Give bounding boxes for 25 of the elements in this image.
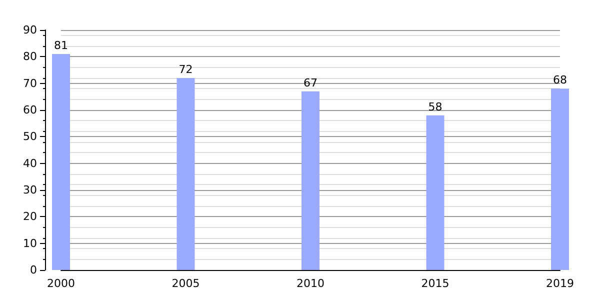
y-tick-label: 80 — [23, 50, 37, 64]
bar — [302, 91, 320, 270]
x-tick-label: 2010 — [296, 277, 324, 290]
x-tick-label: 2000 — [47, 277, 75, 290]
y-tick-label: 30 — [23, 184, 37, 196]
bar — [52, 54, 70, 270]
y-tick-label: 0 — [30, 264, 37, 276]
y-tick-label: 40 — [23, 156, 37, 170]
y-tick-label: 20 — [23, 210, 37, 224]
y-tick-label: 10 — [23, 236, 37, 250]
y-tick-label: 50 — [23, 130, 37, 144]
data-label: 68 — [553, 74, 567, 87]
y-tick-label: 60 — [23, 104, 37, 116]
x-tick-label: 2019 — [546, 277, 574, 290]
data-label: 72 — [178, 63, 193, 76]
bar — [176, 78, 195, 270]
data-label: 67 — [304, 76, 318, 90]
y-tick-label: 90 — [23, 24, 37, 36]
y-tick-label: 70 — [23, 76, 37, 90]
x-tick-label: 2005 — [172, 277, 200, 290]
bar — [426, 115, 444, 270]
bar — [551, 88, 569, 270]
data-label: 58 — [428, 100, 442, 114]
x-tick-label: 2015 — [421, 277, 450, 290]
data-label: 81 — [54, 39, 68, 52]
